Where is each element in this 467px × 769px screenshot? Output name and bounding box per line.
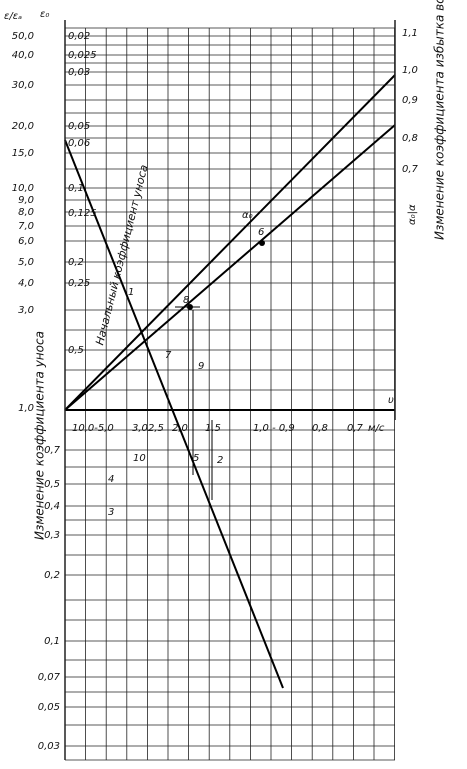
tick-label: 15,0	[12, 148, 34, 159]
caption: Изменение коэффициента уноса	[33, 331, 47, 540]
tick-label: 2,0	[172, 423, 188, 434]
point	[259, 240, 265, 246]
tick-label: 0,8	[402, 133, 418, 144]
tick-label: 3,0	[18, 305, 34, 316]
alpha0-line	[64, 124, 396, 411]
tick-label: 0,02	[68, 31, 90, 42]
tick-label: 0,25	[68, 278, 90, 289]
tick-label: 40,0	[12, 50, 34, 61]
tick-label: 0,3	[44, 530, 60, 541]
tick-label: 20,0	[12, 121, 34, 132]
tick-label: 7,0	[18, 221, 34, 232]
alpha-line	[64, 74, 396, 411]
tick-label: 1,0	[18, 403, 34, 414]
tick-label: 0,4	[44, 501, 60, 512]
point-label: 10	[133, 453, 146, 464]
tick-label: 0,7	[44, 445, 61, 456]
point-label: 6	[258, 227, 264, 238]
caption: Начальный коэффициент уноса	[93, 163, 151, 346]
tick-label: 10,0-5,0	[72, 423, 114, 434]
tick-label: 0,07	[38, 672, 61, 683]
caption: Изменение коэффициента избытка воздуха	[433, 0, 447, 240]
point-label: 7	[165, 350, 172, 361]
tick-label: 0,2	[44, 570, 60, 581]
point-label: 1	[128, 287, 134, 298]
tick-label: 10,0	[12, 183, 34, 194]
tick-label: 8,0	[18, 207, 34, 218]
point-label: 5	[193, 453, 199, 464]
tick-label: 0,2	[68, 257, 84, 268]
tick-label: 0,06	[68, 138, 90, 149]
axis-symbol: υ	[388, 395, 394, 406]
point-label: 2	[217, 455, 223, 466]
tick-label: 0,8	[312, 423, 328, 434]
tick-label: 0,5	[44, 479, 60, 490]
line-label: α₀	[242, 210, 253, 221]
tick-label: 4,0	[18, 278, 34, 289]
point-label: 8	[183, 295, 189, 306]
tick-label: 2,5	[148, 423, 164, 434]
tick-label: 3,0	[132, 423, 148, 434]
unit: м/с	[368, 423, 385, 434]
tick-label: 0,03	[68, 67, 90, 78]
tick-label: 0,7	[347, 423, 364, 434]
tick-label: 0,1	[68, 183, 84, 194]
tick-label: 6,0	[18, 236, 34, 247]
tick-label: 1,0	[402, 65, 418, 76]
tick-label: 0,05	[38, 702, 60, 713]
tick-label: 0,9	[402, 95, 418, 106]
tick-label: 5,0	[18, 257, 34, 268]
axis-title: ε₀	[40, 9, 49, 20]
tick-label: 0,5	[68, 345, 84, 356]
point-label: 9	[198, 361, 204, 372]
axis-title: ε/εₐ	[4, 11, 22, 22]
point-label: 4	[108, 474, 114, 485]
tick-label: 0,125	[68, 208, 97, 219]
point-label: 3	[108, 507, 114, 518]
tick-label: 0,1	[44, 636, 60, 647]
tick-label: 1,0 - 0,9	[253, 423, 295, 434]
tick-label: 0,025	[68, 50, 97, 61]
tick-label: 0,05	[68, 121, 90, 132]
tick-label: 50,0	[12, 31, 34, 42]
carryover-line	[64, 139, 284, 689]
tick-label: 9,0	[18, 195, 34, 206]
axis-label: α₀|α	[407, 204, 418, 225]
tick-label: 30,0	[12, 80, 34, 91]
tick-label: 1,5	[205, 423, 221, 434]
tick-label: 0,03	[38, 741, 60, 752]
tick-label: 1,1	[402, 28, 418, 39]
tick-label: 0,7	[402, 164, 419, 175]
